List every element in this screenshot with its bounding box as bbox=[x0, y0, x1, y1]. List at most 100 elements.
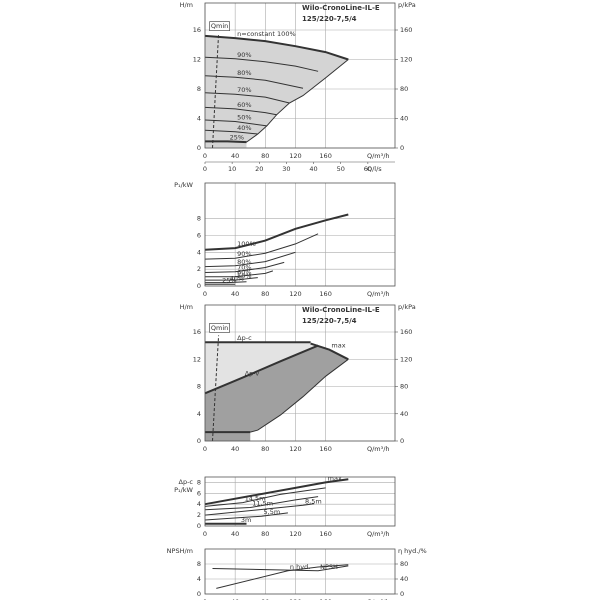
y2-axis-label: p/kPa bbox=[398, 1, 416, 9]
x2-axis-label: Q/l/s bbox=[367, 165, 382, 173]
chart-subtitle: 125/220-7,5/4 bbox=[302, 317, 357, 325]
x-axis-label: Q/m³/h bbox=[367, 598, 390, 600]
curve bbox=[205, 277, 258, 281]
x-axis-label: Q/m³/h bbox=[367, 152, 390, 160]
curve bbox=[204, 213, 349, 251]
curve-label: 25% bbox=[222, 276, 236, 284]
curve bbox=[204, 251, 296, 268]
x-tick-label: 80 bbox=[261, 530, 269, 538]
y-tick-label: 8 bbox=[197, 383, 201, 391]
x-tick-label: 120 bbox=[289, 598, 301, 600]
curve-label: max bbox=[331, 342, 345, 350]
chart-title: Wilo-CronoLine-IL-E bbox=[302, 306, 380, 314]
x-tick-label: 0 bbox=[203, 445, 207, 453]
plot-frame bbox=[204, 304, 396, 442]
y2-tick-label: 0 bbox=[400, 437, 404, 445]
label-box bbox=[209, 323, 230, 333]
curve bbox=[212, 33, 220, 149]
curve-label: max bbox=[328, 474, 342, 482]
y2-tick-label: 120 bbox=[400, 56, 412, 64]
y2-tick-label: 40 bbox=[400, 115, 408, 123]
y-tick-label: 8 bbox=[197, 85, 201, 93]
y-axis-label: H/m bbox=[180, 303, 193, 311]
y-tick-label: 16 bbox=[193, 26, 201, 34]
curve bbox=[204, 261, 285, 273]
label-box bbox=[209, 21, 230, 31]
curve bbox=[204, 56, 319, 72]
x-tick-label: 160 bbox=[319, 530, 331, 538]
x-tick-label: 160 bbox=[319, 598, 331, 600]
y-tick-label: 12 bbox=[193, 56, 201, 64]
curve bbox=[204, 92, 290, 104]
y-tick-label: 8 bbox=[197, 478, 201, 486]
curve bbox=[204, 496, 319, 511]
curve bbox=[205, 270, 274, 278]
curve bbox=[204, 34, 349, 61]
x-axis-label: Q/m³/h bbox=[367, 290, 390, 298]
x2-tick-label: 0 bbox=[203, 165, 207, 173]
y-tick-label: 12 bbox=[193, 355, 201, 363]
curve bbox=[204, 75, 304, 89]
curve-label: 40% bbox=[230, 275, 244, 283]
x-tick-label: 160 bbox=[319, 152, 331, 160]
y-tick-label: 2 bbox=[197, 511, 201, 519]
curve-label: 40% bbox=[237, 124, 251, 132]
y2-tick-label: 160 bbox=[400, 26, 412, 34]
plot-frame bbox=[204, 2, 396, 149]
plot-frame bbox=[204, 548, 396, 595]
y-tick-label: 4 bbox=[197, 115, 201, 123]
curve bbox=[246, 59, 349, 143]
curve-label: η hyd. bbox=[290, 563, 310, 571]
y2-tick-label: 80 bbox=[400, 383, 408, 391]
curve bbox=[204, 119, 267, 127]
curve bbox=[216, 564, 349, 589]
curve-label: 50% bbox=[237, 272, 251, 280]
y2-tick-label: 0 bbox=[400, 144, 404, 152]
y-tick-label: 16 bbox=[193, 328, 201, 336]
y2-tick-label: 0 bbox=[400, 590, 404, 598]
x-tick-label: 40 bbox=[231, 152, 239, 160]
curve-label: 14,5m bbox=[245, 495, 266, 503]
y2-tick-label: 160 bbox=[400, 328, 412, 336]
curve-label: 90% bbox=[237, 250, 251, 258]
y-tick-label: 4 bbox=[197, 500, 201, 508]
y-tick-label: 0 bbox=[197, 437, 201, 445]
x-tick-label: 0 bbox=[203, 598, 207, 600]
x-tick-label: 0 bbox=[203, 152, 207, 160]
curve-label: 60% bbox=[237, 101, 251, 109]
curve bbox=[204, 129, 258, 135]
x-tick-label: 40 bbox=[231, 290, 239, 298]
x2-tick-label: 60 bbox=[364, 165, 372, 173]
chart-title: Wilo-CronoLine-IL-E bbox=[302, 4, 380, 12]
operating-area bbox=[205, 35, 349, 148]
y-tick-label: 8 bbox=[197, 215, 201, 223]
curve-label: 100% bbox=[237, 240, 256, 248]
y2-axis-label: p/kPa bbox=[398, 303, 416, 311]
y-tick-label: 0 bbox=[197, 590, 201, 598]
curve bbox=[204, 233, 319, 260]
x-axis-label: Q/m³/h bbox=[367, 445, 390, 453]
y-tick-label: 4 bbox=[197, 410, 201, 418]
y-tick-label: 8 bbox=[197, 560, 201, 568]
y2-tick-label: 40 bbox=[400, 410, 408, 418]
curve-label: 5,5m bbox=[264, 508, 281, 516]
y-axis-label: Δp-c bbox=[179, 478, 194, 486]
curve-label: Qmin bbox=[211, 22, 228, 30]
x2-tick-label: 10 bbox=[228, 165, 236, 173]
x-tick-label: 120 bbox=[289, 530, 301, 538]
curve-label: 11,5m bbox=[252, 499, 273, 507]
x-tick-label: 40 bbox=[231, 598, 239, 600]
x-tick-label: 160 bbox=[319, 290, 331, 298]
curve-label: Δp-v bbox=[245, 370, 260, 378]
plot-frame bbox=[204, 476, 396, 527]
curve-label: 70% bbox=[237, 264, 251, 272]
curve-label: 70% bbox=[237, 86, 251, 94]
y-axis-label: P₁/kW bbox=[174, 181, 193, 189]
x-tick-label: 120 bbox=[289, 445, 301, 453]
x-tick-label: 40 bbox=[231, 530, 239, 538]
y-tick-label: 2 bbox=[197, 265, 201, 273]
x-tick-label: 120 bbox=[289, 152, 301, 160]
x-tick-label: 0 bbox=[203, 290, 207, 298]
curve-label: 90% bbox=[237, 51, 251, 59]
y2-tick-label: 40 bbox=[400, 575, 408, 583]
